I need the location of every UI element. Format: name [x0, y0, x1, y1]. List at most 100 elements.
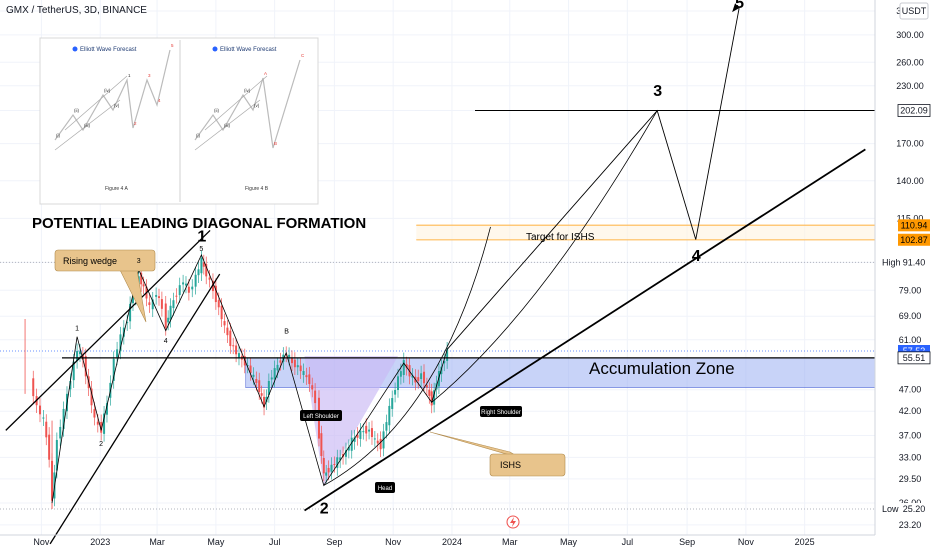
- rising-wedge-callout: [54, 249, 156, 272]
- candle-body: [252, 374, 255, 377]
- wave-zigzag: [51, 254, 448, 504]
- x-tick-label: Mar: [502, 537, 518, 547]
- wave-sublabel-3: 3: [137, 258, 141, 265]
- axis-bg: [875, 0, 932, 550]
- inset-wave-label: 4: [158, 98, 161, 103]
- curve-to-target: [323, 226, 491, 486]
- candle-body: [38, 405, 41, 415]
- x-tick-label: Sep: [679, 537, 695, 547]
- candle-body: [322, 457, 325, 474]
- time-axis[interactable]: Nov 2023 Mar May Jul Sep Nov 2024 Mar May Jul Sep No…: [0, 534, 875, 547]
- candle-body: [191, 286, 194, 290]
- candle-body: [59, 426, 62, 439]
- wave-label-1: 1: [197, 228, 206, 245]
- candle-body: [362, 431, 365, 433]
- candle-body: [76, 350, 79, 361]
- candle-body: [336, 457, 339, 468]
- left-shoulder-label-bg: [300, 410, 342, 421]
- candle-body: [151, 299, 154, 310]
- candle-body: [339, 457, 342, 461]
- candle-body: [220, 305, 223, 320]
- wave-label-5: 5: [735, 0, 744, 12]
- wave-sublabel-B: B: [284, 329, 289, 336]
- lightning-icon[interactable]: [506, 515, 520, 529]
- candle-body: [160, 299, 163, 309]
- candle-body: [148, 302, 151, 306]
- candle-body: [175, 295, 178, 297]
- wedge-lower-line: [49, 273, 221, 545]
- inset-channel: [64, 75, 128, 131]
- candle-body: [373, 438, 376, 440]
- wave-sublabel-2: 2: [99, 441, 103, 448]
- price-tag-label: 202.09: [900, 106, 928, 116]
- price-tag-bg: [898, 233, 930, 246]
- candle-body: [62, 408, 65, 429]
- candle-body: [155, 295, 158, 297]
- candle-body: [299, 365, 302, 372]
- candle-body: [129, 303, 132, 322]
- x-tick-label: Jul: [269, 537, 281, 547]
- candle-body: [290, 357, 293, 364]
- candle-body: [260, 393, 263, 396]
- candle-body: [302, 371, 305, 375]
- left-shoulder-label: Left Shoulder: [303, 414, 339, 420]
- inset-wave-label: (iv): [104, 88, 111, 93]
- trendline-2-4: [304, 148, 866, 512]
- candle-body: [126, 322, 129, 324]
- candle-body: [232, 345, 235, 347]
- candle-body: [48, 434, 51, 460]
- y-tick-label: 79.00: [899, 285, 922, 295]
- accumulation-label: Accumulation Zone: [589, 359, 735, 378]
- x-tick-label: Mar: [149, 537, 165, 547]
- inset-wave-label: (i): [196, 133, 200, 138]
- ishs-label: ISHS: [500, 460, 521, 470]
- right-shoulder-label: Right Shoulder: [481, 410, 521, 416]
- candle-body: [172, 300, 175, 309]
- x-tick-label: Nov: [33, 537, 50, 547]
- x-tick-label: Jul: [622, 537, 634, 547]
- candle-body: [42, 417, 45, 419]
- candle-body: [425, 385, 428, 388]
- labels: POTENTIAL LEADING DIAGONAL FORMATION Accu…: [32, 0, 744, 518]
- wave-sublabel-1: 1: [75, 326, 79, 333]
- inset-wave-label: (v): [254, 103, 260, 108]
- candle-body: [423, 371, 426, 384]
- inset-caption: Figure 4 A: [105, 186, 128, 192]
- candle-body: [81, 354, 84, 360]
- currency-label: USDT: [902, 6, 927, 16]
- candle-body: [158, 296, 161, 298]
- candle-body: [258, 380, 261, 393]
- candle-body: [308, 374, 311, 385]
- candle-body: [273, 368, 276, 380]
- candle-body: [430, 391, 433, 406]
- candle-body: [399, 371, 402, 377]
- candle-body: [279, 360, 282, 363]
- inset-panel-b: Elliott Wave Forecast (i) (ii) (iii) (iv) (v)…: [194, 46, 305, 192]
- price-axis[interactable]: 23.2026.0029.5033.0037.0042.0047.0061.00…: [874, 0, 932, 550]
- price-tag-label: 110.94: [901, 220, 928, 230]
- candle-body: [237, 353, 240, 358]
- projection-arrow-icon: [732, 3, 740, 13]
- y-tick-label: 115.00: [897, 213, 924, 223]
- candle-body: [276, 364, 279, 371]
- candle-body: [305, 375, 308, 378]
- rising-wedge-label: Rising wedge: [63, 256, 117, 266]
- candle-body: [446, 349, 449, 362]
- brand-logo-icon: [72, 46, 78, 52]
- candle-body: [229, 330, 232, 347]
- inset-brand: Elliott Wave Forecast: [220, 47, 277, 53]
- inset-wave-label: C: [301, 53, 305, 58]
- candle-body: [265, 396, 268, 403]
- y-tick-label: 260.00: [896, 57, 924, 67]
- head-label-bg: [375, 482, 395, 493]
- inset-frame: [39, 37, 319, 205]
- y-tick-label: 29.50: [899, 474, 922, 484]
- candle-body: [391, 398, 394, 409]
- price-tag-bg: [897, 351, 931, 365]
- candle-body: [411, 375, 414, 378]
- price-tag-bg: [898, 219, 930, 232]
- candle-body: [359, 430, 362, 439]
- currency-badge[interactable]: [899, 2, 929, 20]
- candle-body: [405, 364, 408, 368]
